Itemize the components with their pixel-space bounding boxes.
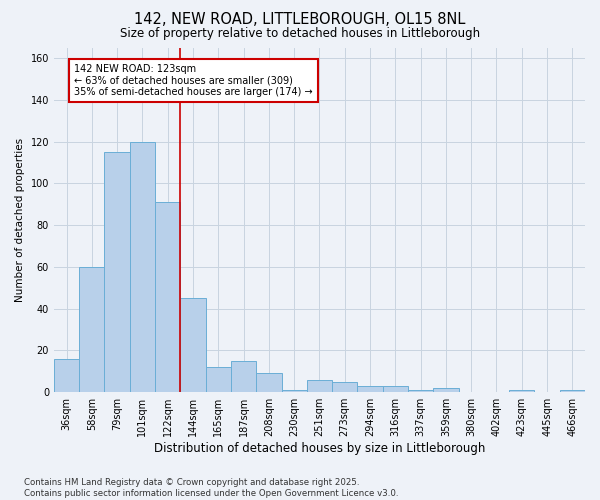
Y-axis label: Number of detached properties: Number of detached properties [15,138,25,302]
Bar [307,380,332,392]
X-axis label: Distribution of detached houses by size in Littleborough: Distribution of detached houses by size … [154,442,485,455]
Bar [206,367,231,392]
Text: 142 NEW ROAD: 123sqm
← 63% of detached houses are smaller (309)
35% of semi-deta: 142 NEW ROAD: 123sqm ← 63% of detached h… [74,64,313,98]
Bar [281,390,307,392]
Bar [79,267,104,392]
Bar [408,390,433,392]
Text: Size of property relative to detached houses in Littleborough: Size of property relative to detached ho… [120,28,480,40]
Bar [358,386,383,392]
Text: Contains HM Land Registry data © Crown copyright and database right 2025.
Contai: Contains HM Land Registry data © Crown c… [24,478,398,498]
Bar [256,374,281,392]
Bar [155,202,181,392]
Bar [509,390,535,392]
Bar [54,359,79,392]
Bar [433,388,458,392]
Bar [130,142,155,392]
Bar [332,382,358,392]
Bar [104,152,130,392]
Text: 142, NEW ROAD, LITTLEBOROUGH, OL15 8NL: 142, NEW ROAD, LITTLEBOROUGH, OL15 8NL [134,12,466,28]
Bar [181,298,206,392]
Bar [383,386,408,392]
Bar [231,361,256,392]
Bar [560,390,585,392]
